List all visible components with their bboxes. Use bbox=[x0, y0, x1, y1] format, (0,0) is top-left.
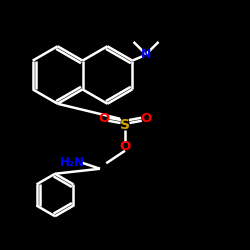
Text: H₂N: H₂N bbox=[60, 156, 85, 169]
Text: O: O bbox=[120, 140, 130, 153]
Text: S: S bbox=[120, 118, 130, 132]
Text: O: O bbox=[98, 112, 110, 125]
Text: N: N bbox=[141, 48, 151, 61]
Text: O: O bbox=[140, 112, 152, 125]
